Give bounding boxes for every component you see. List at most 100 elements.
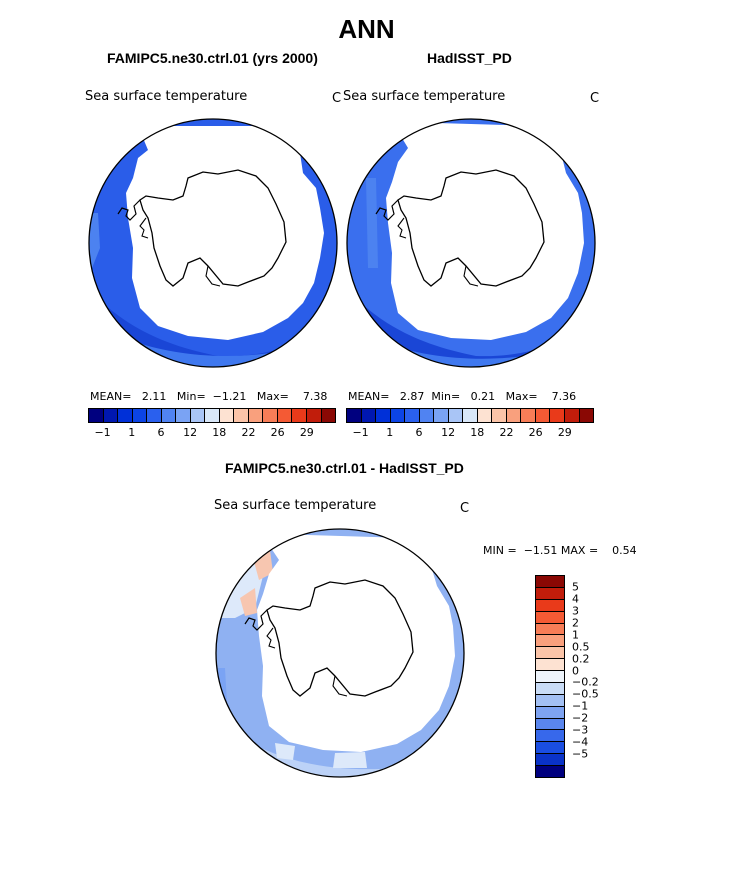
colorbar-swatch [292,409,307,422]
colorbar-swatch [132,409,148,422]
colorbar-tick-label: 6 [415,426,423,439]
colorbar-swatch [536,647,564,660]
colorbar-swatch [248,409,264,422]
colorbar-swatch [536,730,564,743]
colorbar-tick-label: −4 [572,735,589,749]
colorbar-swatch [536,576,564,588]
panel-2-map [346,118,596,368]
colorbar-swatch [506,409,522,422]
colorbar-tick-label: 18 [212,426,227,439]
colorbar-tick-label: 22 [241,426,256,439]
colorbar-swatch [219,409,235,422]
colorbar-swatch [579,409,594,422]
colorbar-swatch [234,409,249,422]
colorbar-swatch [118,409,133,422]
colorbar-tick-label: −0.5 [572,687,599,701]
colorbar-swatch [536,754,564,766]
colorbar-swatch [536,706,564,719]
panel-3-unit: C [460,501,470,516]
colorbar-swatch [347,409,362,422]
colorbar-tick-label: 12 [441,426,456,439]
colorbar-tick-label: −2 [572,711,589,725]
colorbar-swatch [376,409,391,422]
colorbar-swatch [147,409,162,422]
panel-2-stats: MEAN= 2.87 Min= 0.21 Max= 7.36 [348,390,577,403]
colorbar-swatch [161,409,177,422]
colorbar-swatch [521,409,536,422]
panel-2-colorbar-ticks: −1 1 6 12 18 22 26 29 [346,426,594,440]
panel-2-title: HadISST_PD [427,50,512,66]
panel-2-variable: Sea surface temperature [343,89,506,104]
panel-1-title: FAMIPC5.ne30.ctrl.01 (yrs 2000) [107,50,318,66]
colorbar-tick-label: 4 [572,592,579,606]
colorbar-swatch [536,659,564,671]
colorbar-swatch [190,409,206,422]
colorbar-tick-label: 2 [572,616,579,630]
colorbar-tick-label: 29 [557,426,572,439]
colorbar-swatch [448,409,464,422]
colorbar-swatch [550,409,565,422]
colorbar-swatch [536,611,564,624]
colorbar-tick-label: 5 [572,580,579,594]
colorbar-swatch [321,409,336,422]
colorbar-swatch [390,409,406,422]
colorbar-tick-label: 22 [499,426,514,439]
colorbar-tick-label: 12 [183,426,198,439]
colorbar-tick-label: 3 [572,604,579,618]
colorbar-swatch [564,409,580,422]
panel-3-stats: MIN = −1.51 MAX = 0.54 [483,544,637,557]
colorbar-tick-label: −1 [94,426,111,439]
panel-1-colorbar [88,408,336,423]
colorbar-swatch [536,623,564,636]
colorbar-swatch [535,409,551,422]
panel-1-colorbar-ticks: −1 1 6 12 18 22 26 29 [88,426,336,440]
colorbar-swatch [205,409,220,422]
colorbar-tick-label: 1 [128,426,136,439]
colorbar-tick-label: 1 [386,426,394,439]
colorbar-swatch [477,409,493,422]
colorbar-swatch [405,409,420,422]
colorbar-swatch [492,409,507,422]
colorbar-tick-label: 0.5 [572,640,590,654]
colorbar-swatch [419,409,435,422]
colorbar-swatch [536,587,564,600]
colorbar-tick-label: 0 [572,664,579,678]
colorbar-swatch [536,694,564,707]
panel-3-variable: Sea surface temperature [214,498,377,513]
colorbar-swatch [536,682,564,695]
colorbar-swatch [536,766,564,777]
colorbar-swatch [536,742,564,755]
colorbar-tick-label: −5 [572,747,589,761]
colorbar-swatch [263,409,278,422]
panel-1-variable: Sea surface temperature [85,89,248,104]
colorbar-tick-label: 18 [470,426,485,439]
colorbar-swatch [176,409,191,422]
colorbar-swatch [103,409,119,422]
panel-3-title: FAMIPC5.ne30.ctrl.01 - HadISST_PD [225,460,464,476]
colorbar-swatch [536,635,564,648]
panel-1-unit: C [332,91,342,106]
colorbar-swatch [434,409,449,422]
colorbar-swatch [536,599,564,612]
colorbar-tick-label: 0.2 [572,652,590,666]
colorbar-swatch [536,671,564,683]
colorbar-swatch [277,409,293,422]
panel-3-colorbar [535,575,565,778]
panel-2-unit: C [590,91,600,106]
colorbar-tick-label: −0.2 [572,675,599,689]
colorbar-swatch [306,409,322,422]
panel-3-map [215,528,465,778]
colorbar-tick-label: 29 [299,426,314,439]
colorbar-tick-label: −1 [352,426,369,439]
colorbar-tick-label: 26 [270,426,285,439]
panel-1-map [88,118,338,368]
colorbar-tick-label: 1 [572,628,579,642]
panel-2-colorbar [346,408,594,423]
colorbar-tick-label: −1 [572,699,589,713]
panel-3-colorbar-ticks: 5 4 3 2 1 0.5 0.2 0 −0.2 −0.5 −1 −2 −3 −4 −5 [572,575,632,778]
panel-1-stats: MEAN= 2.11 Min= −1.21 Max= 7.38 [90,390,328,403]
figure-title: ANN [338,14,395,44]
colorbar-swatch [361,409,377,422]
colorbar-tick-label: 26 [528,426,543,439]
colorbar-tick-label: 6 [157,426,165,439]
